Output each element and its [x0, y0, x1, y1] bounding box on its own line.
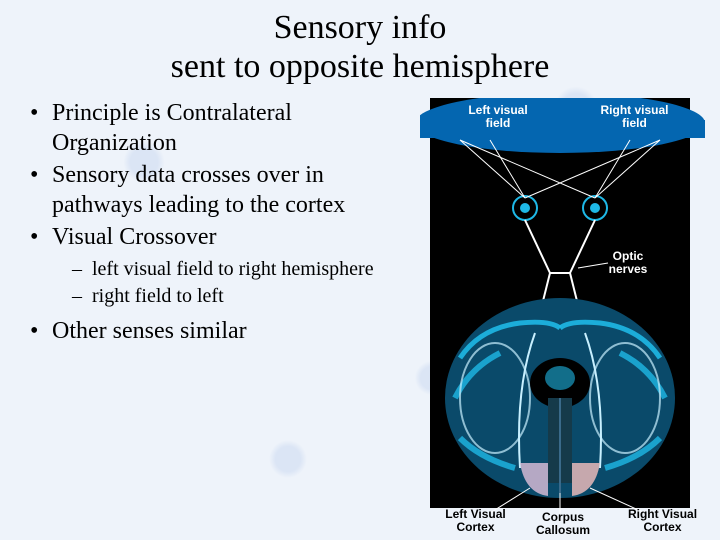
label-right-visual-cortex: Right VisualCortex — [615, 508, 710, 534]
title-line-2: sent to opposite hemisphere — [171, 48, 550, 85]
visual-crossover-diagram — [420, 98, 710, 538]
bullet-3-text: Visual Crossover — [52, 224, 217, 250]
title-line-1: Sensory info — [274, 9, 447, 46]
label-right-visual-field: Right visualfield — [592, 104, 677, 130]
subbullet-1: left visual field to right hemisphere — [52, 256, 420, 283]
bullet-4: Other senses similar — [30, 316, 420, 346]
content-area: Principle is Contralateral Organization … — [0, 86, 720, 538]
bullet-2: Sensory data crosses over in pathways le… — [30, 160, 420, 220]
subbullet-2: right field to left — [52, 283, 420, 310]
label-left-visual-field: Left visualfield — [458, 104, 538, 130]
label-optic-nerves: Opticnerves — [598, 250, 658, 276]
bullet-column: Principle is Contralateral Organization … — [30, 98, 420, 538]
label-left-visual-cortex: Left VisualCortex — [428, 508, 523, 534]
bullet-1: Principle is Contralateral Organization — [30, 98, 420, 158]
bullet-3: Visual Crossover left visual field to ri… — [30, 222, 420, 310]
label-corpus-callosum: CorpusCallosum — [523, 511, 603, 537]
slide-title: Sensory info sent to opposite hemisphere — [0, 0, 720, 86]
diagram-column: Left visualfield Right visualfield Optic… — [420, 98, 710, 538]
